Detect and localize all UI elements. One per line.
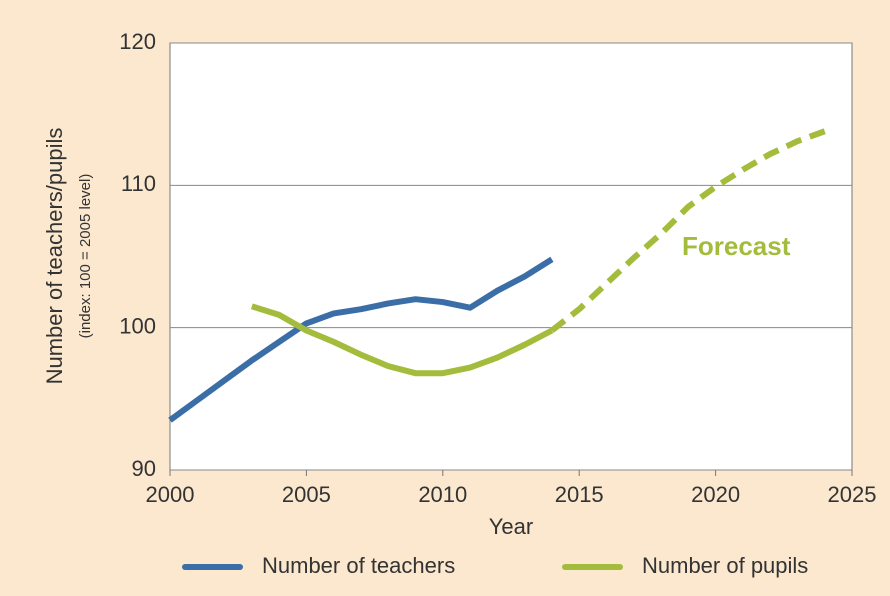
y-tick-label: 110 [121, 171, 156, 196]
plot-area [169, 42, 853, 471]
forecast-label: Forecast [682, 231, 791, 261]
x-tick-label: 2000 [146, 482, 195, 507]
y-tick-label: 90 [132, 456, 156, 481]
x-tick-label: 2020 [691, 482, 740, 507]
x-tick-label: 2010 [418, 482, 467, 507]
data-line [250, 303, 554, 377]
y-tick-label: 120 [119, 29, 156, 54]
y-axis-sublabel: (index: 100 = 2005 level) [77, 174, 94, 339]
y-axis-label: Number of teachers/pupils [42, 128, 67, 385]
legend-label: Number of pupils [642, 553, 808, 578]
x-axis-label: Year [489, 514, 533, 539]
legend-label: Number of teachers [262, 553, 455, 578]
x-tick-label: 2005 [282, 482, 331, 507]
forecast-line [550, 128, 826, 333]
x-tick-label: 2025 [828, 482, 877, 507]
data-line [168, 256, 554, 423]
x-tick-label: 2015 [555, 482, 604, 507]
y-tick-label: 100 [119, 313, 156, 338]
